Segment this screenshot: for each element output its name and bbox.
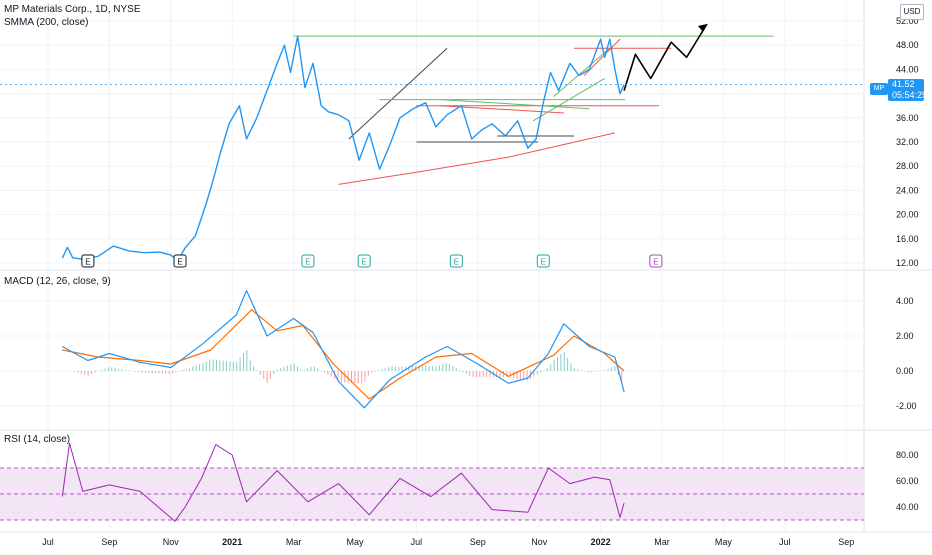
x-tick-label: Nov (531, 537, 548, 547)
macd-line (62, 289, 625, 409)
earnings-marker (357, 254, 371, 268)
earnings-marker-label: E (85, 258, 90, 267)
x-tick-label: Sep (838, 537, 854, 547)
y-tick-label: 32.00 (896, 137, 919, 147)
earnings-marker (449, 254, 463, 268)
earnings-marker (301, 254, 315, 268)
macd-tick-label: 0.00 (896, 366, 914, 376)
macd-tick-label: -2.00 (896, 401, 917, 411)
earnings-marker (81, 254, 95, 268)
earnings-marker (536, 254, 550, 268)
y-tick-label: 28.00 (896, 161, 919, 171)
rsi-tick-label: 80.00 (896, 450, 919, 460)
x-tick-label: Jul (779, 537, 791, 547)
y-tick-label: 36.00 (896, 113, 919, 123)
x-tick-label: Jul (42, 537, 54, 547)
rsi-line (61, 442, 625, 522)
price-tag: 41.52 05:54:25 (888, 79, 928, 101)
smma-line (338, 132, 616, 185)
y-tick-label: 52.00 (896, 16, 919, 26)
ticker-label: MP (870, 83, 888, 95)
rsi-title: RSI (14, close) (4, 434, 71, 445)
earnings-marker-label: E (362, 258, 367, 267)
earnings-marker-label: E (305, 258, 310, 267)
y-tick-label: 20.00 (896, 210, 919, 220)
chart-title: MP Materials Corp., 1D, NYSE (4, 4, 141, 15)
x-tick-label: 2022 (591, 537, 611, 547)
x-tick-label: Nov (163, 537, 180, 547)
y-tick-label: 44.00 (896, 64, 919, 74)
projection-line (623, 23, 708, 91)
trend-line (440, 99, 590, 110)
channel-line (348, 47, 448, 140)
y-tick-label: 24.00 (896, 185, 919, 195)
macd-title: MACD (12, 26, close, 9) (4, 276, 111, 287)
x-tick-label: Jul (411, 537, 423, 547)
x-tick-label: May (346, 537, 364, 547)
x-tick-label: Sep (101, 537, 117, 547)
y-tick-label: 16.00 (896, 234, 919, 244)
x-tick-label: May (715, 537, 733, 547)
earnings-marker-label: E (541, 258, 546, 267)
last-price: 41.52 (892, 79, 915, 89)
rsi-tick-label: 40.00 (896, 502, 919, 512)
earnings-marker-label: E (177, 258, 182, 267)
trend-line (553, 47, 611, 98)
x-tick-label: Mar (654, 537, 670, 547)
earnings-marker (649, 254, 663, 268)
earnings-marker-label: E (454, 258, 459, 267)
earnings-marker (173, 254, 187, 268)
x-tick-label: 2021 (222, 537, 242, 547)
rsi-tick-label: 60.00 (896, 476, 919, 486)
trend-line (532, 78, 605, 122)
x-tick-label: Mar (286, 537, 302, 547)
countdown: 05:54:25 (892, 90, 928, 100)
macd-signal-line (62, 309, 625, 400)
trend-line-red (583, 38, 621, 76)
currency-button[interactable]: USD (900, 4, 924, 20)
macd-tick-label: 2.00 (896, 331, 914, 341)
projection-arrowhead (698, 24, 708, 33)
y-tick-label: 12.00 (896, 258, 919, 268)
earnings-marker-label: E (653, 258, 658, 267)
y-tick-label: 48.00 (896, 40, 919, 50)
macd-tick-label: 4.00 (896, 296, 914, 306)
x-tick-label: Sep (470, 537, 486, 547)
smma-title: SMMA (200, close) (4, 17, 89, 28)
